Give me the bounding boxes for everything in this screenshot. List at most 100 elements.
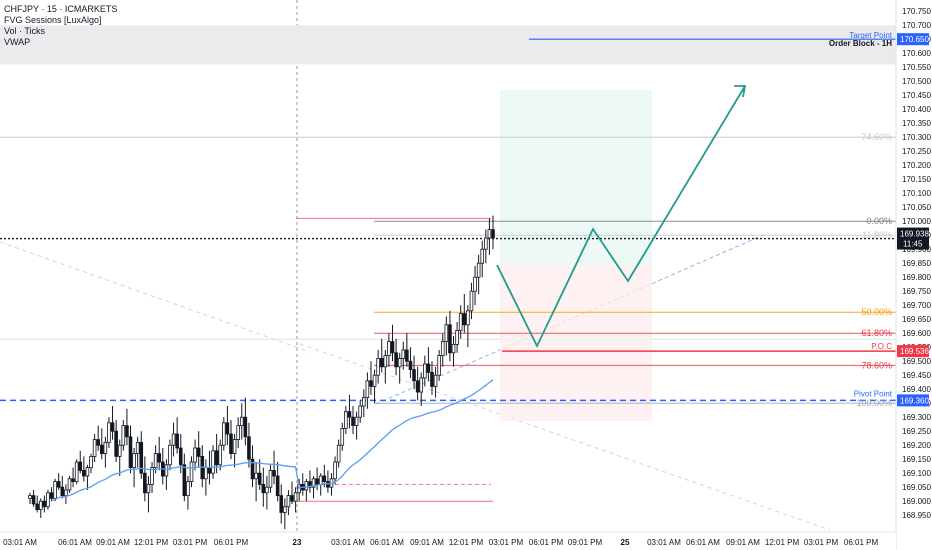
candle-body-23 [110, 422, 115, 432]
y-tick-13: 170.100 [902, 189, 931, 198]
candle-body-118 [451, 343, 456, 354]
x-tick-2: 09:01 AM [96, 538, 130, 547]
y-tick-12: 170.150 [902, 175, 931, 184]
y-tick-32: 169.150 [902, 455, 931, 464]
candle-body-94 [365, 380, 370, 398]
candle-body-35 [153, 453, 158, 469]
y-tick-35: 169.000 [902, 497, 931, 506]
candle-body-78 [308, 481, 312, 488]
candle-body-128 [487, 229, 492, 239]
x-tick-14: 25 [621, 538, 630, 547]
candle-body-24 [114, 430, 118, 457]
fib-label-3: 50.00% [861, 307, 892, 317]
candle-body-119 [455, 329, 459, 345]
candle-body-124 [473, 276, 477, 292]
indicator-fvg-sessions[interactable]: FVG Sessions [LuxAlgo] [4, 15, 102, 25]
price-tag-0: 170.650 [900, 35, 929, 44]
candle-body-20 [99, 444, 104, 455]
candle-body-36 [157, 453, 162, 463]
candle-body-127 [484, 237, 488, 250]
price-tag-bg-0 [897, 33, 929, 46]
y-tick-10: 170.250 [902, 147, 931, 156]
candle-body-54 [222, 422, 226, 446]
projected-path-arrowhead [734, 85, 747, 98]
candle-body-25 [117, 444, 122, 457]
y-tick-18: 169.850 [902, 259, 931, 268]
candle-body-74 [293, 492, 298, 502]
x-tick-13: 09:01 PM [568, 538, 603, 547]
y-tick-36: 168.950 [902, 511, 931, 520]
fib-label-4: 61.80% [861, 328, 892, 338]
symbol-title[interactable]: CHFJPY · 15 · ICMARKETS [4, 4, 118, 14]
candle-body-68 [272, 469, 276, 477]
y-tick-9: 170.300 [902, 133, 931, 142]
candle-body-107 [412, 369, 416, 382]
candle-body-19 [96, 439, 100, 446]
candle-body-105 [405, 349, 409, 362]
candle-body-122 [466, 310, 470, 326]
candle-body-30 [135, 441, 140, 454]
candle-body-95 [369, 380, 373, 387]
candle-body-64 [257, 472, 262, 485]
candle-body-97 [376, 357, 380, 376]
candle-body-53 [218, 444, 223, 466]
candle-body-70 [279, 495, 284, 513]
candle-body-85 [333, 461, 337, 480]
candle-body-32 [143, 472, 147, 494]
candle-body-0 [28, 495, 32, 499]
candle-body-116 [444, 324, 449, 342]
trend-line-lower [299, 343, 831, 531]
candle-body-62 [250, 458, 255, 480]
candle-body-34 [150, 467, 154, 485]
candle-body-72 [286, 495, 291, 508]
y-tick-0: 170.750 [902, 7, 931, 16]
y-tick-14: 170.050 [902, 203, 931, 212]
y-tick-33: 169.100 [902, 469, 931, 478]
candle-body-121 [462, 313, 467, 326]
candle-body-4 [42, 500, 47, 508]
y-tick-30: 169.250 [902, 427, 931, 436]
price-tag-2: 169.360 [900, 396, 929, 405]
x-tick-6: 23 [293, 538, 302, 547]
y-tick-3: 170.600 [902, 49, 931, 58]
candle-body-21 [103, 441, 108, 454]
poc-label: P.O.C [871, 342, 892, 351]
candle-body-51 [211, 450, 215, 474]
candle-body-106 [408, 360, 413, 371]
x-tick-5: 06:01 PM [214, 538, 249, 547]
candle-body-5 [46, 492, 50, 508]
candle-body-125 [476, 262, 481, 278]
candle-body-11 [67, 478, 72, 491]
price-tag-bg-1 [897, 345, 929, 358]
current-price-tag-bg [897, 227, 929, 250]
candle-body-66 [265, 486, 269, 494]
candle-body-61 [247, 436, 251, 460]
fib-label-2: 11.80% [862, 230, 892, 240]
fib-label-0: 74.60% [861, 132, 892, 142]
candle-body-12 [71, 478, 75, 482]
projected-path [496, 85, 746, 349]
candle-body-1 [31, 495, 36, 505]
y-tick-29: 169.300 [902, 413, 931, 422]
y-tick-17: 169.900 [902, 245, 931, 254]
candle-body-101 [390, 341, 395, 354]
candle-body-13 [74, 461, 79, 483]
indicator-vwap[interactable]: VWAP [4, 37, 31, 47]
x-tick-0: 03:01 AM [3, 538, 37, 547]
x-tick-3: 12:01 PM [134, 538, 169, 547]
candle-body-117 [448, 324, 452, 354]
y-tick-20: 169.750 [902, 287, 931, 296]
candle-body-98 [379, 357, 384, 368]
x-tick-7: 03:01 AM [331, 538, 365, 547]
candle-body-87 [340, 427, 345, 446]
x-tick-18: 12:01 PM [765, 538, 800, 547]
candle-body-67 [268, 469, 273, 488]
indicator-volume[interactable]: Vol · Ticks [4, 26, 46, 36]
candle-body-7 [53, 481, 57, 499]
candle-body-77 [304, 481, 309, 491]
candle-body-82 [322, 475, 327, 482]
candle-body-65 [261, 483, 266, 494]
candle-body-29 [132, 453, 136, 469]
